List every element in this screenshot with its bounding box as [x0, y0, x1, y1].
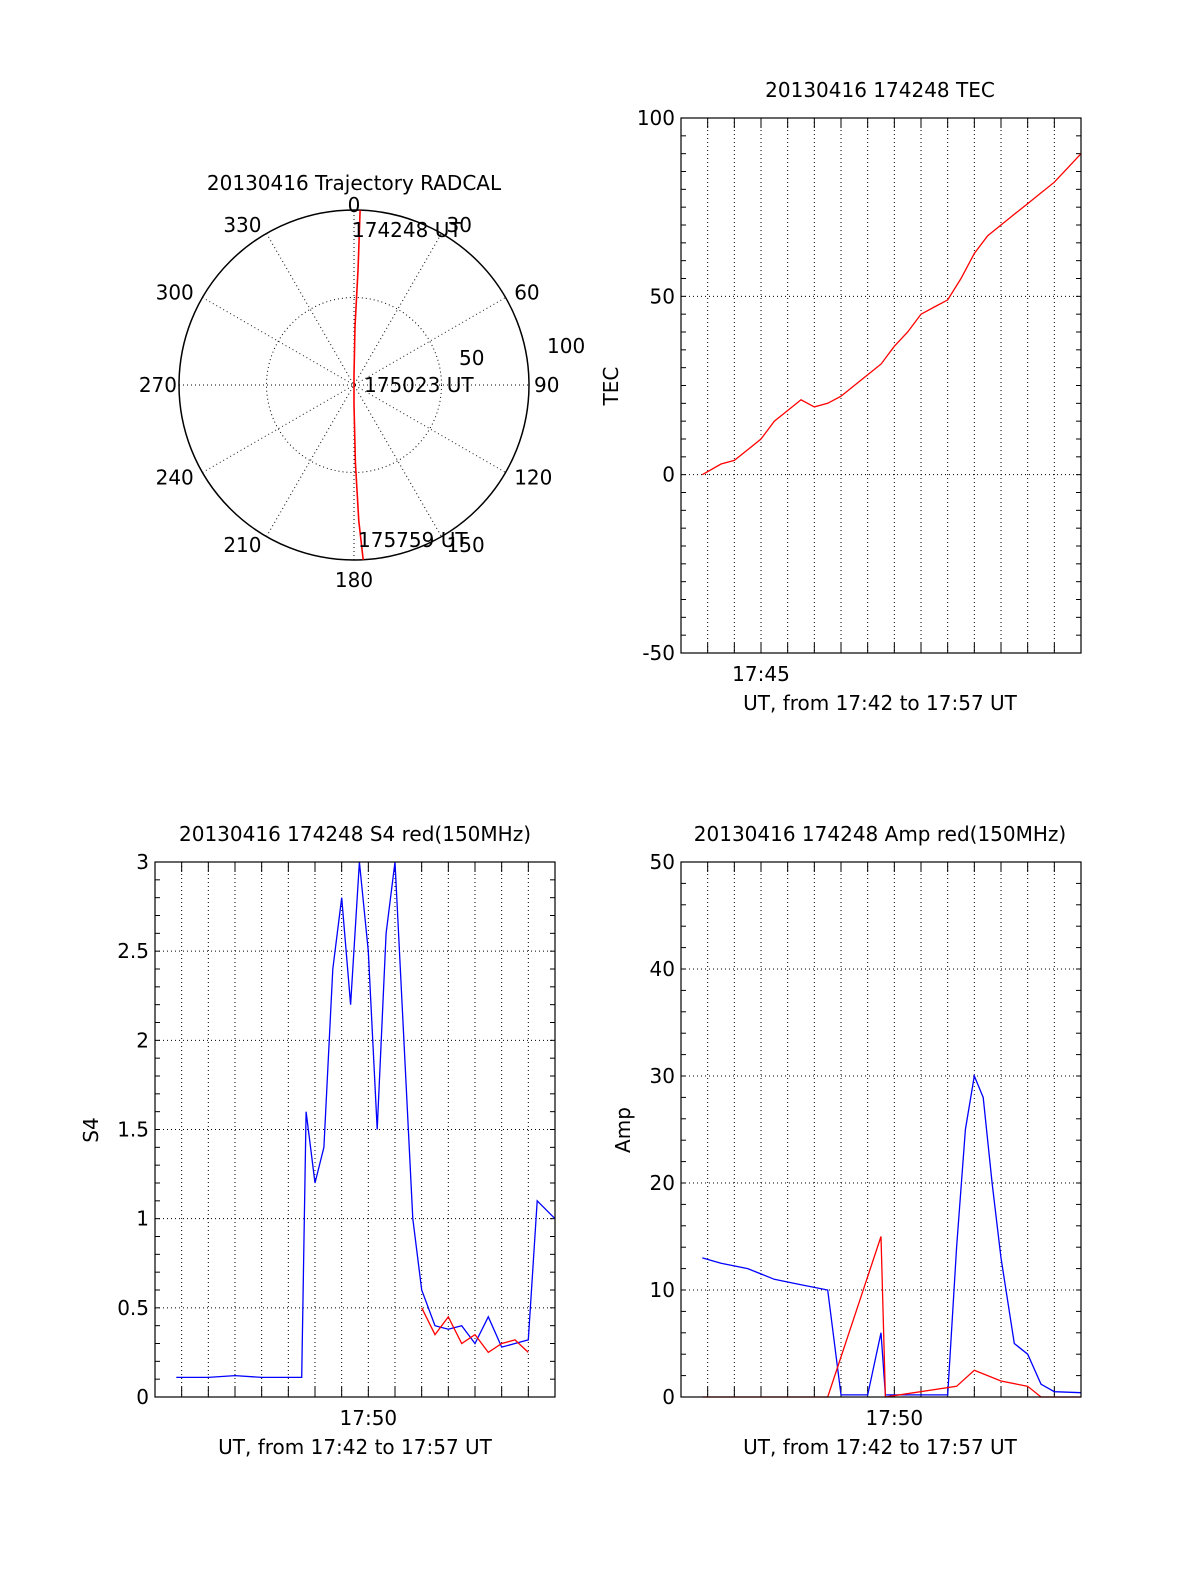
s4-grid: 0 0.5 1 1.5 2 2.5 3 17:50 — [117, 850, 556, 1430]
polar-title: 20130416 Trajectory RADCAL — [207, 171, 502, 195]
polar-inner-circle — [266, 297, 442, 473]
x-tick-label: 17:50 — [866, 1406, 924, 1430]
y-tick-label: 0 — [662, 1385, 675, 1409]
x-tick-label: 17:45 — [732, 662, 790, 686]
s4-ylabel: S4 — [79, 1117, 103, 1142]
amp-xlabel: UT, from 17:42 to 17:57 UT — [743, 1435, 1018, 1459]
series-line — [701, 153, 1082, 476]
polar-annotation-middle: 175023 UT — [364, 373, 474, 397]
polar-angle-label: 180 — [335, 568, 373, 592]
polar-radial-label: 100 — [547, 334, 585, 358]
polar-angle-label: 60 — [514, 281, 539, 305]
s4-xlabel: UT, from 17:42 to 17:57 UT — [218, 1435, 493, 1459]
y-tick-label: 0 — [136, 1385, 149, 1409]
tec-title: 20130416 174248 TEC — [765, 78, 995, 102]
polar-angle-label: 150 — [447, 533, 485, 557]
y-tick-label: 10 — [650, 1278, 675, 1302]
y-tick-label: 40 — [650, 957, 675, 981]
y-tick-label: 30 — [650, 1064, 675, 1088]
polar-radial-label: 50 — [459, 346, 484, 370]
amp-axes-frame — [680, 861, 1082, 1398]
series-line — [176, 861, 556, 1379]
y-tick-label: 1 — [136, 1207, 149, 1231]
tec-series — [701, 153, 1082, 476]
x-tick-label: 17:50 — [340, 1406, 398, 1430]
tec-axes-frame — [680, 117, 1082, 654]
y-tick-label: 100 — [637, 106, 675, 130]
series-line — [421, 1307, 529, 1354]
polar-angle-label: 120 — [514, 466, 552, 490]
polar-angle-label: 90 — [534, 373, 559, 397]
y-tick-label: 2.5 — [117, 939, 149, 963]
tec-ylabel: TEC — [599, 367, 623, 407]
polar-angle-label: 300 — [156, 281, 194, 305]
polar-angle-label: 270 — [139, 373, 177, 397]
y-tick-label: 3 — [136, 850, 149, 874]
polar-annotation-end: 175759 UT — [358, 528, 468, 552]
series-line — [702, 1073, 1082, 1396]
tec-grid: -50 0 50 100 17:45 — [637, 106, 1082, 686]
polar-track — [353, 210, 364, 560]
amp-title: 20130416 174248 Amp red(150MHz) — [694, 822, 1066, 846]
y-tick-label: 1.5 — [117, 1118, 149, 1142]
y-tick-label: 50 — [650, 850, 675, 874]
polar-grid: 0 30 60 90 120 150 180 210 240 270 300 330 50 100 — [139, 193, 585, 592]
tec-panel: 20130416 174248 TEC -50 0 50 100 17:45 TEC U… — [599, 78, 1082, 715]
s4-panel: 20130416 174248 S4 red(150MHz) 0 0.5 1 1.5 2… — [79, 822, 556, 1459]
s4-title: 20130416 174248 S4 red(150MHz) — [179, 822, 531, 846]
tec-xlabel: UT, from 17:42 to 17:57 UT — [743, 691, 1018, 715]
amp-grid: 0 10 20 30 40 50 17:50 — [650, 850, 1082, 1430]
polar-angle-label: 240 — [156, 466, 194, 490]
series-line — [702, 1236, 1081, 1398]
y-tick-label: 2 — [136, 1028, 149, 1052]
y-tick-label: 0.5 — [117, 1296, 149, 1320]
amp-ylabel: Amp — [611, 1107, 635, 1153]
polar-panel: 20130416 Trajectory RADCAL 0 30 60 90 120 150… — [139, 171, 585, 592]
polar-track-line — [353, 210, 364, 560]
polar-angle-label: 0 — [348, 193, 361, 217]
s4-series — [176, 861, 556, 1379]
polar-angle-label: 30 — [447, 213, 472, 237]
polar-angle-label: 210 — [223, 533, 261, 557]
s4-axes-frame — [154, 861, 556, 1398]
amp-series — [702, 1073, 1082, 1398]
y-tick-label: -50 — [642, 641, 675, 665]
y-tick-label: 50 — [650, 284, 675, 308]
polar-annotation-start: 174248 UT — [352, 218, 462, 242]
y-tick-label: 20 — [650, 1171, 675, 1195]
polar-angle-label: 330 — [223, 213, 261, 237]
y-tick-label: 0 — [662, 463, 675, 487]
amp-panel: 20130416 174248 Amp red(150MHz) 0 10 20 30 4… — [611, 822, 1082, 1459]
